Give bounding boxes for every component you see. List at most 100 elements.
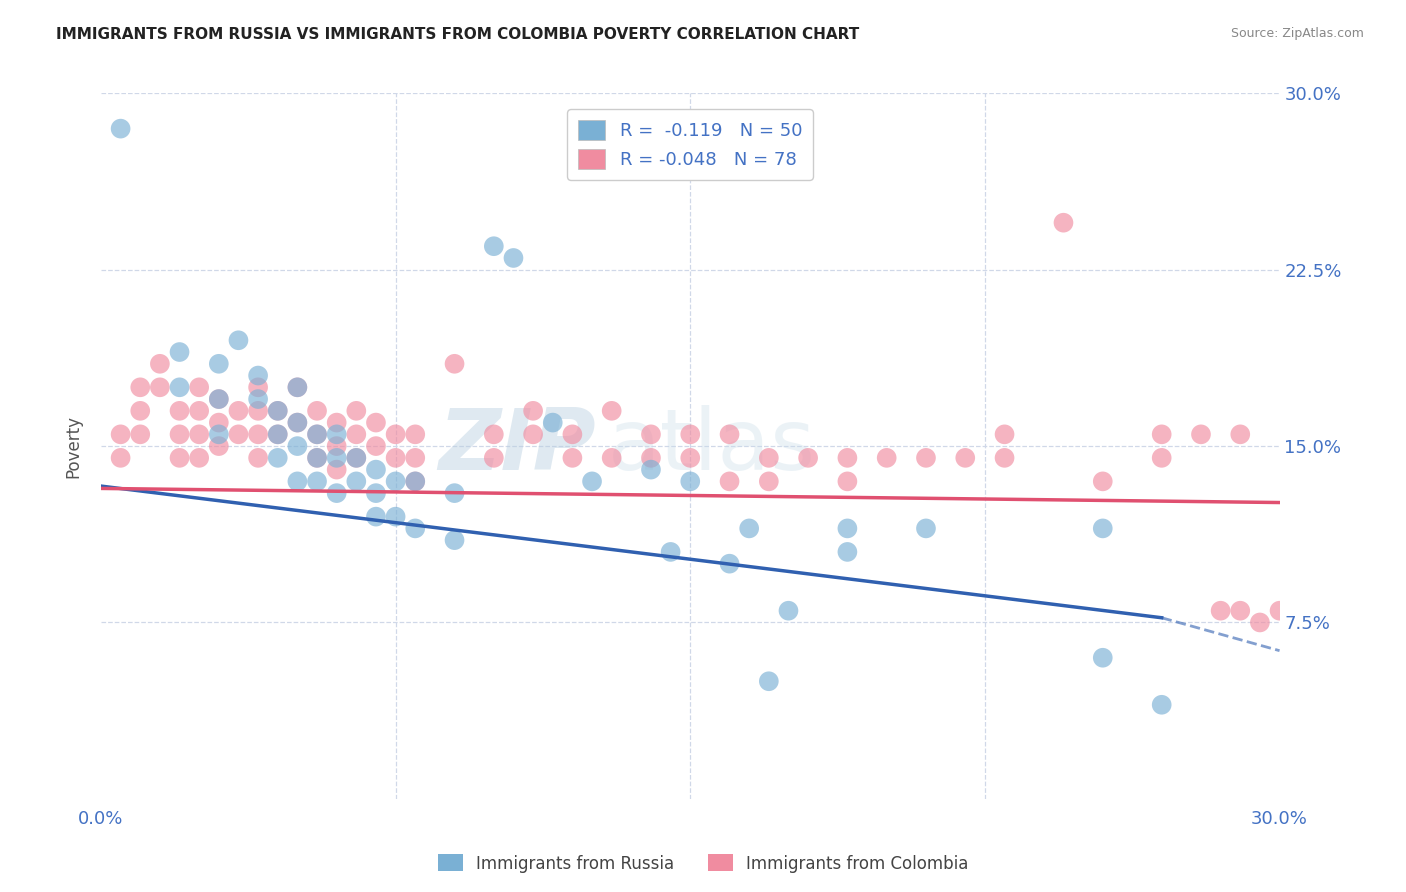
Point (384, 427, 406, 442)
Point (267, 404, 290, 418)
Point (1091, 475, 1114, 489)
Point (247, 404, 270, 418)
Text: IMMIGRANTS FROM RUSSIA VS IMMIGRANTS FROM COLOMBIA POVERTY CORRELATION CHART: IMMIGRANTS FROM RUSSIA VS IMMIGRANTS FRO… (56, 27, 859, 42)
Point (208, 357, 231, 371)
Point (149, 357, 172, 371)
Text: ZIP: ZIP (439, 405, 596, 488)
Y-axis label: Poverty: Poverty (65, 415, 82, 477)
Point (404, 475, 426, 489)
Point (561, 427, 583, 442)
Point (247, 450, 270, 465)
Point (718, 427, 741, 442)
Point (797, 450, 820, 465)
Point (129, 404, 152, 418)
Point (267, 427, 290, 442)
Point (384, 475, 406, 489)
Point (482, 427, 505, 442)
Point (758, 450, 780, 465)
Point (305, 450, 328, 465)
Point (305, 475, 328, 489)
Point (1209, 604, 1232, 618)
Point (110, 121, 132, 136)
Point (208, 427, 231, 442)
Point (659, 545, 682, 559)
Point (305, 404, 328, 418)
Point (169, 380, 191, 394)
Point (522, 427, 544, 442)
Point (344, 450, 367, 465)
Point (188, 427, 211, 442)
Point (502, 251, 524, 265)
Point (404, 427, 426, 442)
Point (110, 450, 132, 465)
Point (208, 392, 231, 406)
Point (287, 380, 309, 394)
Point (287, 380, 309, 394)
Point (915, 521, 938, 535)
Point (522, 404, 544, 418)
Point (287, 416, 309, 430)
Text: Source: ZipAtlas.com: Source: ZipAtlas.com (1230, 27, 1364, 40)
Point (325, 439, 347, 453)
Point (1268, 604, 1291, 618)
Point (129, 380, 152, 394)
Point (384, 509, 406, 524)
Point (305, 427, 328, 442)
Point (1091, 521, 1114, 535)
Point (325, 486, 347, 500)
Point (404, 475, 426, 489)
Point (443, 357, 465, 371)
Point (247, 368, 270, 383)
Point (679, 427, 702, 442)
Point (208, 439, 231, 453)
Legend: Immigrants from Russia, Immigrants from Colombia: Immigrants from Russia, Immigrants from … (432, 847, 974, 880)
Point (344, 404, 367, 418)
Point (305, 450, 328, 465)
Point (1150, 450, 1173, 465)
Point (443, 486, 465, 500)
Point (581, 475, 603, 489)
Point (325, 462, 347, 476)
Point (915, 450, 938, 465)
Point (482, 450, 505, 465)
Point (541, 416, 564, 430)
Point (1229, 427, 1251, 442)
Point (1150, 427, 1173, 442)
Point (267, 404, 290, 418)
Point (758, 674, 780, 689)
Point (344, 427, 367, 442)
Point (325, 427, 347, 442)
Legend: R =  -0.119   N = 50, R = -0.048   N = 78: R = -0.119 N = 50, R = -0.048 N = 78 (568, 110, 813, 180)
Point (1249, 615, 1271, 630)
Point (955, 450, 977, 465)
Point (325, 450, 347, 465)
Point (247, 427, 270, 442)
Point (993, 427, 1015, 442)
Point (129, 427, 152, 442)
Point (837, 475, 859, 489)
Point (404, 521, 426, 535)
Point (364, 462, 387, 476)
Point (600, 404, 623, 418)
Point (640, 462, 662, 476)
Point (169, 404, 191, 418)
Point (837, 545, 859, 559)
Point (758, 475, 780, 489)
Point (364, 509, 387, 524)
Point (287, 475, 309, 489)
Point (443, 533, 465, 548)
Point (247, 380, 270, 394)
Point (364, 439, 387, 453)
Point (149, 380, 172, 394)
Point (267, 450, 290, 465)
Point (305, 427, 328, 442)
Point (287, 416, 309, 430)
Point (1150, 698, 1173, 712)
Point (364, 416, 387, 430)
Point (1091, 650, 1114, 665)
Point (208, 392, 231, 406)
Point (718, 557, 741, 571)
Point (228, 333, 250, 347)
Point (384, 450, 406, 465)
Point (679, 475, 702, 489)
